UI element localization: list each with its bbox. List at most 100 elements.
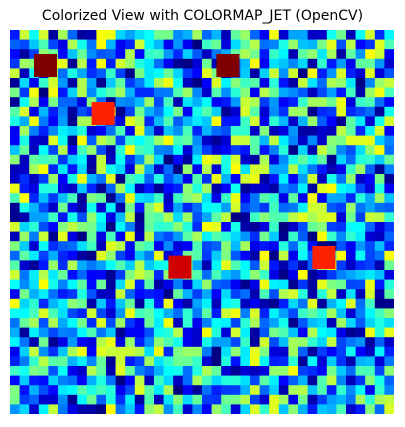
heatmap-cell — [67, 222, 78, 232]
heatmap-cell — [250, 135, 260, 146]
heatmap-cell — [144, 260, 155, 271]
heatmap-cell — [192, 385, 203, 396]
heatmap-cell — [374, 202, 385, 213]
heatmap-cell — [278, 193, 289, 204]
heatmap-cell — [19, 260, 30, 271]
heatmap-cell — [307, 308, 318, 319]
heatmap-cell — [288, 39, 299, 50]
heatmap-cell — [10, 87, 20, 98]
heatmap-cell — [58, 385, 68, 396]
heatmap-cell — [336, 308, 347, 319]
heatmap-cell — [317, 222, 328, 232]
heatmap-cell — [346, 154, 356, 165]
heatmap-cell — [29, 308, 40, 319]
heatmap-cell — [230, 174, 241, 184]
heatmap-cell — [192, 164, 203, 175]
heatmap-cell — [125, 49, 136, 60]
heatmap-cell — [134, 346, 145, 357]
heatmap-cell — [346, 250, 356, 261]
heatmap-cell — [125, 289, 136, 300]
heatmap-cell — [317, 39, 328, 50]
heatmap-cell — [106, 87, 116, 98]
heatmap-cell — [67, 385, 78, 396]
heatmap-cell — [173, 183, 184, 194]
heatmap-cell — [259, 116, 270, 127]
heatmap-cell — [29, 366, 40, 376]
heatmap-cell — [326, 106, 337, 117]
heatmap-cell — [29, 346, 40, 357]
heatmap-cell — [355, 87, 366, 98]
heatmap-cell — [29, 231, 40, 242]
heatmap-cell — [106, 260, 116, 271]
heatmap-cell — [96, 68, 107, 79]
heatmap-cell — [365, 68, 376, 79]
heatmap-cell — [365, 135, 376, 146]
heatmap-cell — [154, 106, 164, 117]
heatmap-cell — [19, 164, 30, 175]
heatmap-cell — [384, 87, 394, 98]
heatmap-cell — [221, 212, 232, 223]
heatmap-cell — [230, 97, 241, 108]
heatmap-cell — [48, 154, 59, 165]
heatmap-cell — [384, 356, 394, 367]
heatmap-cell — [298, 250, 308, 261]
heatmap-cell — [326, 58, 337, 69]
heatmap-cell — [288, 212, 299, 223]
heatmap-cell — [115, 260, 126, 271]
heatmap-cell — [192, 97, 203, 108]
heatmap-cell — [38, 126, 49, 136]
heatmap-cell — [211, 78, 222, 88]
heatmap-cell — [221, 145, 232, 156]
heatmap-cell — [298, 58, 308, 69]
heatmap-cell — [250, 145, 260, 156]
heatmap-cell — [326, 154, 337, 165]
heatmap-cell — [29, 212, 40, 223]
heatmap-cell — [317, 375, 328, 386]
heatmap-cell — [10, 366, 20, 376]
heatmap-cell — [19, 106, 30, 117]
heatmap-cell — [144, 250, 155, 261]
heatmap-cell — [29, 30, 40, 40]
heatmap-cell — [38, 270, 49, 280]
heatmap-cell — [355, 260, 366, 271]
heatmap-cell — [307, 231, 318, 242]
heatmap-cell — [211, 308, 222, 319]
heatmap-cell — [163, 39, 174, 50]
heatmap-cell — [202, 49, 212, 60]
heatmap-cell — [173, 97, 184, 108]
heatmap-cell — [346, 394, 356, 405]
heatmap-cell — [192, 174, 203, 184]
heatmap-cell — [173, 78, 184, 88]
heatmap-cell — [173, 394, 184, 405]
heatmap-cell — [125, 366, 136, 376]
heatmap-cell — [240, 337, 251, 348]
heatmap-cell — [67, 135, 78, 146]
heatmap-cell — [77, 87, 88, 98]
heatmap-cell — [346, 327, 356, 338]
heatmap-cell — [86, 346, 97, 357]
heatmap-cell — [19, 183, 30, 194]
heatmap-cell — [96, 78, 107, 88]
heatmap-cell — [202, 279, 212, 290]
heatmap-cell — [192, 250, 203, 261]
heatmap-cell — [182, 30, 193, 40]
heatmap-cell — [278, 39, 289, 50]
heatmap-cell — [365, 222, 376, 232]
heatmap-cell — [154, 404, 164, 414]
heatmap-cell — [125, 126, 136, 136]
heatmap-cell — [144, 106, 155, 117]
heatmap-cell — [144, 68, 155, 79]
heatmap-cell — [173, 68, 184, 79]
heatmap-cell — [250, 366, 260, 376]
heatmap-cell — [326, 222, 337, 232]
heatmap-cell — [374, 78, 385, 88]
heatmap-cell — [211, 106, 222, 117]
heatmap-cell — [336, 298, 347, 309]
heatmap-cell — [278, 241, 289, 252]
heatmap-cell — [221, 394, 232, 405]
heatmap-cell — [230, 87, 241, 98]
heatmap-cell — [38, 212, 49, 223]
heatmap-cell — [326, 116, 337, 127]
heatmap-cell — [96, 135, 107, 146]
heatmap-cell — [58, 241, 68, 252]
